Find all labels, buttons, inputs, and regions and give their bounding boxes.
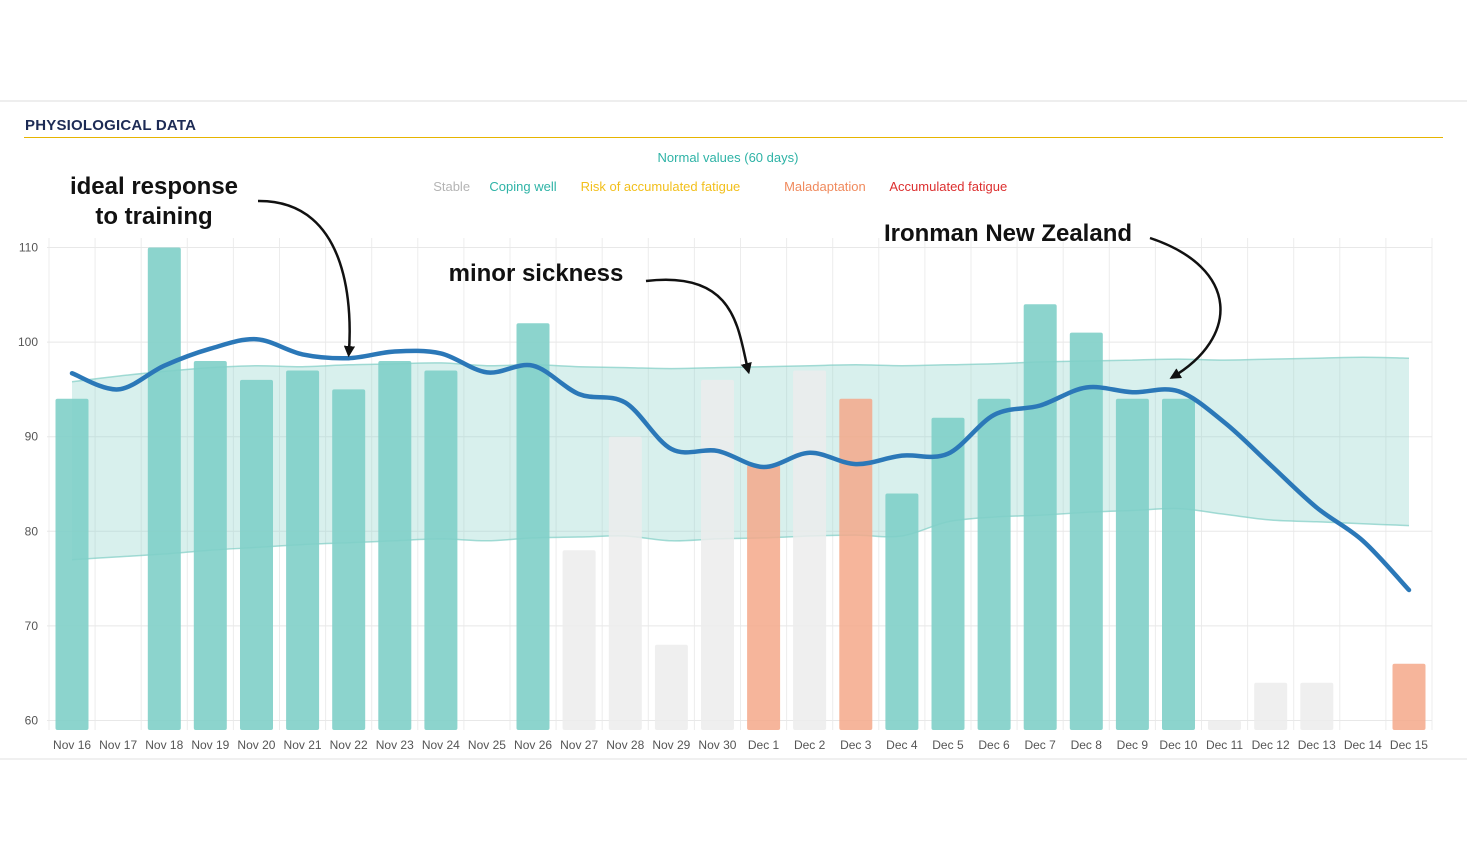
x-tick-dec-14: Dec 14 [1344, 738, 1382, 752]
bar-dec-2 [793, 370, 827, 730]
annotation-layer: ideal response to training minor sickness I… [70, 173, 1222, 379]
x-tick-dec-13: Dec 13 [1298, 738, 1336, 752]
x-tick-dec-1: Dec 1 [748, 738, 780, 752]
bar-nov-18 [147, 247, 181, 730]
x-tick-dec-11: Dec 11 [1206, 738, 1243, 752]
y-tick-110: 110 [19, 240, 38, 254]
bar-dec-15 [1392, 663, 1426, 730]
bar-nov-26 [516, 323, 550, 730]
bar-dec-5 [931, 417, 965, 730]
bar-nov-19 [193, 361, 227, 730]
bottom-band [0, 758, 1467, 861]
bar-dec-7 [1023, 304, 1057, 730]
trend-line [69, 336, 1412, 593]
x-tick-nov-27: Nov 27 [560, 738, 598, 752]
annotation-arrow-ideal-response-to-training [257, 199, 356, 358]
annotation-minor-sickness-line-0: minor sickness [449, 260, 624, 287]
x-tick-nov-20: Nov 20 [237, 738, 275, 752]
y-tick-80: 80 [25, 524, 39, 538]
bar-nov-16 [55, 398, 89, 730]
x-tick-nov-16: Nov 16 [53, 738, 91, 752]
x-tick-nov-19: Nov 19 [191, 738, 229, 752]
y-tick-90: 90 [25, 430, 39, 444]
bar-nov-24 [424, 370, 458, 730]
x-tick-nov-25: Nov 25 [468, 738, 506, 752]
legend-risk-of-accumulated-fatigue: Risk of accumulated fatigue [581, 179, 741, 194]
bar-layer [55, 247, 1426, 730]
bar-dec-12 [1254, 682, 1288, 730]
x-tick-dec-3: Dec 3 [840, 738, 872, 752]
y-tick-100: 100 [18, 335, 38, 349]
legend-normal-values: Normal values (60 days) [658, 150, 799, 165]
annotation-arrow-ironman-new-zealand [1149, 236, 1222, 379]
grid-layer [47, 238, 1433, 730]
bar-dec-1 [747, 465, 781, 730]
x-tick-nov-21: Nov 21 [284, 738, 322, 752]
legend-coping-well: Coping well [489, 179, 556, 194]
x-tick-dec-2: Dec 2 [794, 738, 826, 752]
axis-layer: 60 70 80 90 100 110 Nov 16 Nov 17 Nov 18 Nov 19 No… [18, 240, 1428, 752]
x-tick-dec-5: Dec 5 [932, 738, 964, 752]
legend-stable: Stable [433, 179, 470, 194]
bar-dec-6 [977, 398, 1011, 730]
x-tick-dec-9: Dec 9 [1117, 738, 1149, 752]
x-tick-dec-8: Dec 8 [1071, 738, 1103, 752]
x-tick-nov-23: Nov 23 [376, 738, 414, 752]
x-tick-nov-28: Nov 28 [606, 738, 644, 752]
x-tick-nov-17: Nov 17 [99, 738, 137, 752]
top-band [0, 0, 1467, 102]
x-tick-nov-29: Nov 29 [652, 738, 690, 752]
bar-nov-27 [562, 550, 596, 730]
bar-dec-9 [1115, 398, 1149, 730]
bar-dec-13 [1300, 682, 1334, 730]
x-tick-nov-22: Nov 22 [330, 738, 368, 752]
bar-dec-11 [1208, 720, 1241, 730]
x-tick-nov-24: Nov 24 [422, 738, 460, 752]
x-tick-dec-4: Dec 4 [886, 738, 918, 752]
bar-nov-29 [654, 644, 688, 730]
bar-dec-4 [885, 493, 919, 730]
legend-layer: Normal values (60 days) Stable Coping well… [433, 150, 1007, 194]
title-underline [24, 137, 1443, 138]
bar-dec-8 [1069, 332, 1103, 730]
x-tick-nov-18: Nov 18 [145, 738, 183, 752]
annotation-arrow-minor-sickness [645, 278, 752, 375]
bar-nov-22 [332, 389, 366, 730]
bar-nov-21 [286, 370, 320, 730]
bar-dec-10 [1162, 398, 1195, 730]
y-tick-60: 60 [25, 714, 39, 728]
bar-nov-23 [378, 361, 412, 730]
x-tick-dec-12: Dec 12 [1252, 738, 1290, 752]
normal-band-upper [71, 356, 1410, 383]
bar-nov-30 [701, 379, 734, 730]
legend-maladaptation: Maladaptation [784, 179, 866, 194]
legend-accumulated-fatigue: Accumulated fatigue [889, 179, 1007, 194]
x-tick-dec-10: Dec 10 [1159, 738, 1197, 752]
x-tick-dec-15: Dec 15 [1390, 738, 1428, 752]
x-tick-dec-6: Dec 6 [978, 738, 1010, 752]
annotation-ironman-new-zealand-line-0: Ironman New Zealand [884, 220, 1132, 247]
trend-line-layer [69, 336, 1412, 593]
x-tick-nov-30: Nov 30 [698, 738, 736, 752]
bar-nov-20 [240, 379, 273, 730]
x-tick-nov-26: Nov 26 [514, 738, 552, 752]
y-tick-70: 70 [25, 619, 39, 633]
section-title: PHYSIOLOGICAL DATA [25, 117, 197, 134]
bar-dec-3 [839, 398, 873, 730]
bar-nov-28 [608, 436, 642, 730]
annotation-ideal-response-to-training-line-0: ideal response [70, 173, 238, 200]
x-tick-dec-7: Dec 7 [1024, 738, 1056, 752]
annotation-ideal-response-to-training-line-1: to training [95, 203, 212, 230]
